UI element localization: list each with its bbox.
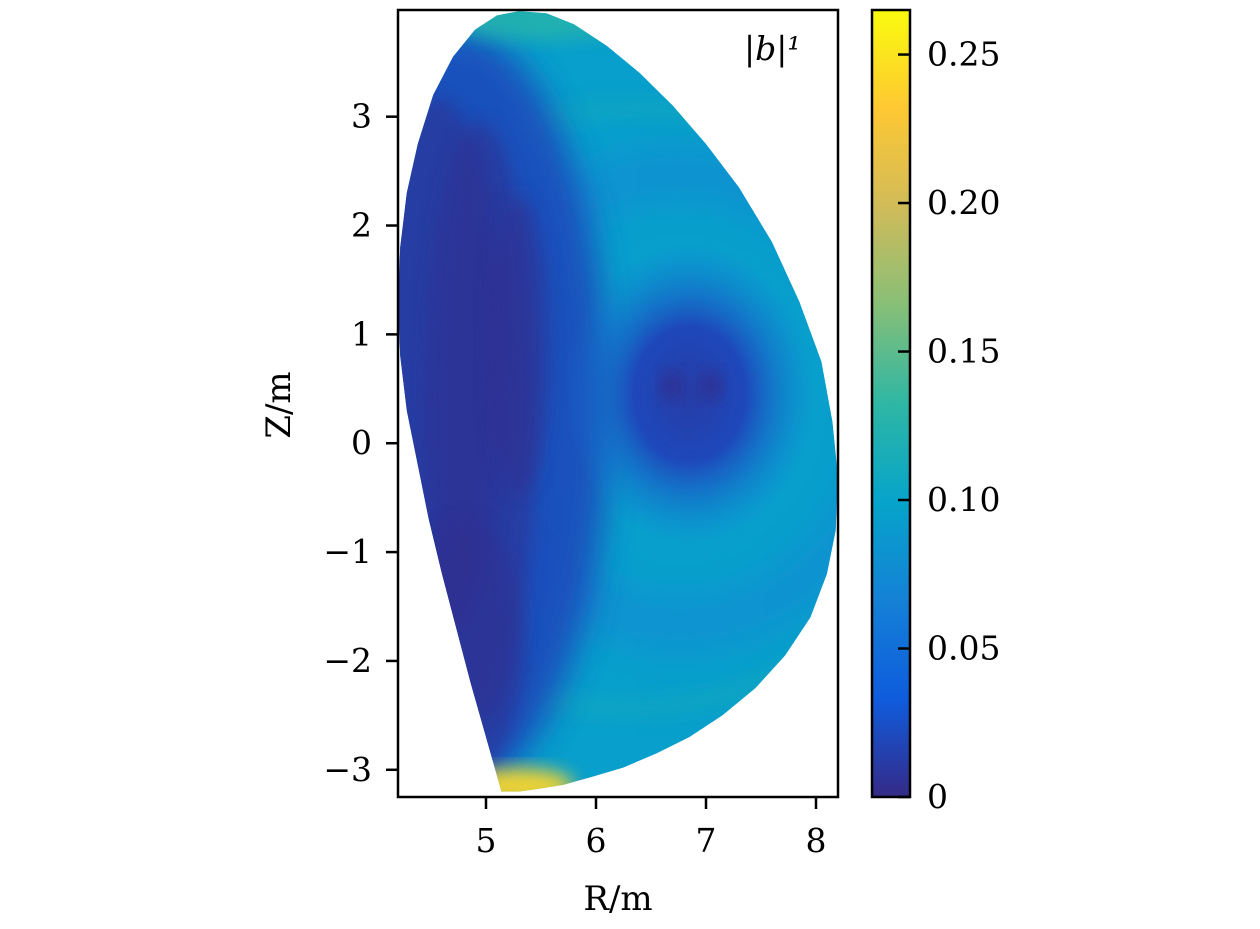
local-minimum-1 — [660, 371, 681, 400]
colorbar: 0 0.05 0.10 0.15 0.20 0.25 — [870, 8, 1000, 816]
plot-frame — [396, 8, 840, 799]
y-axis: −3 −2 −1 0 1 2 3 — [323, 97, 398, 789]
colorbar-ticks: 0 0.05 0.10 0.15 0.20 0.25 — [898, 35, 1000, 816]
x-tick-label: 6 — [586, 821, 607, 860]
x-tick-label: 7 — [696, 821, 717, 860]
colorbar-tick-label: 0.05 — [927, 629, 1000, 668]
y-axis-label: Z/m — [259, 371, 299, 438]
x-tick-label: 8 — [806, 821, 827, 860]
y-tick-label: 1 — [351, 314, 372, 353]
colorbar-tick-label: 0.10 — [927, 480, 1000, 519]
edge-band-3 — [489, 195, 549, 496]
core-minimum — [564, 243, 815, 544]
colorbar-gradient — [872, 10, 910, 797]
edge-band-4 — [404, 520, 524, 781]
y-tick-label: 0 — [351, 423, 372, 462]
y-tick-label: −2 — [323, 641, 372, 680]
colorbar-tick-label: 0 — [927, 777, 948, 816]
colorbar-frame — [870, 8, 912, 799]
annotation-label: |b|¹ — [744, 29, 801, 68]
heatmap-field — [398, 11, 838, 792]
y-tick-label: 3 — [351, 97, 372, 136]
y-tick-label: 2 — [351, 206, 372, 245]
x-axis: 5 6 7 8 — [476, 797, 827, 860]
local-minimum-2 — [701, 371, 722, 400]
colorbar-tick-label: 0.25 — [927, 35, 1000, 74]
y-tick-label: −3 — [323, 750, 372, 789]
bottom-hot-spot — [464, 768, 574, 792]
x-tick-label: 5 — [476, 821, 497, 860]
x-axis-label: R/m — [583, 879, 652, 919]
y-tick-label: −1 — [323, 532, 372, 571]
colorbar-tick-label: 0.20 — [927, 183, 1000, 222]
outer-flux-ring — [398, 99, 838, 718]
plot-area — [398, 11, 838, 792]
colorbar-tick-label: 0.15 — [927, 332, 1000, 371]
